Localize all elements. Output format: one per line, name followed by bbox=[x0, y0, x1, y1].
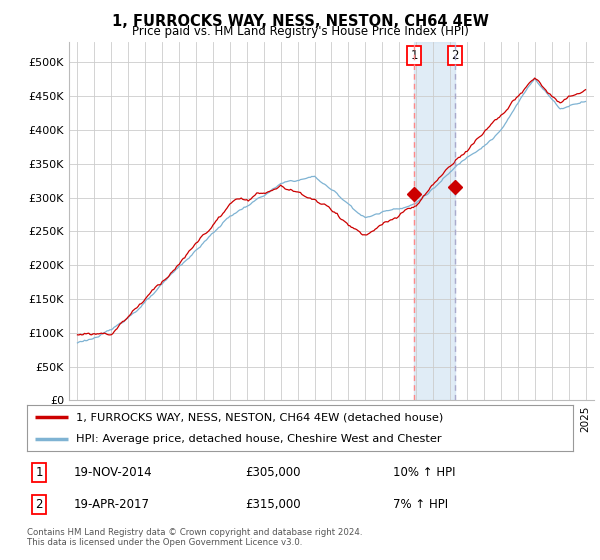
Text: 2: 2 bbox=[451, 49, 459, 62]
Bar bbox=[415, 42, 455, 400]
Text: 2: 2 bbox=[35, 498, 43, 511]
Text: 10% ↑ HPI: 10% ↑ HPI bbox=[393, 466, 455, 479]
Text: 7% ↑ HPI: 7% ↑ HPI bbox=[393, 498, 448, 511]
Text: £315,000: £315,000 bbox=[245, 498, 301, 511]
Text: 1, FURROCKS WAY, NESS, NESTON, CH64 4EW: 1, FURROCKS WAY, NESS, NESTON, CH64 4EW bbox=[112, 14, 488, 29]
Text: 1: 1 bbox=[410, 49, 418, 62]
Text: 1: 1 bbox=[35, 466, 43, 479]
Text: Price paid vs. HM Land Registry's House Price Index (HPI): Price paid vs. HM Land Registry's House … bbox=[131, 25, 469, 38]
Text: 19-APR-2017: 19-APR-2017 bbox=[73, 498, 149, 511]
Text: Contains HM Land Registry data © Crown copyright and database right 2024.
This d: Contains HM Land Registry data © Crown c… bbox=[27, 528, 362, 547]
Text: 19-NOV-2014: 19-NOV-2014 bbox=[73, 466, 152, 479]
Text: 1, FURROCKS WAY, NESS, NESTON, CH64 4EW (detached house): 1, FURROCKS WAY, NESS, NESTON, CH64 4EW … bbox=[76, 412, 443, 422]
Text: HPI: Average price, detached house, Cheshire West and Chester: HPI: Average price, detached house, Ches… bbox=[76, 435, 442, 444]
Text: £305,000: £305,000 bbox=[245, 466, 301, 479]
